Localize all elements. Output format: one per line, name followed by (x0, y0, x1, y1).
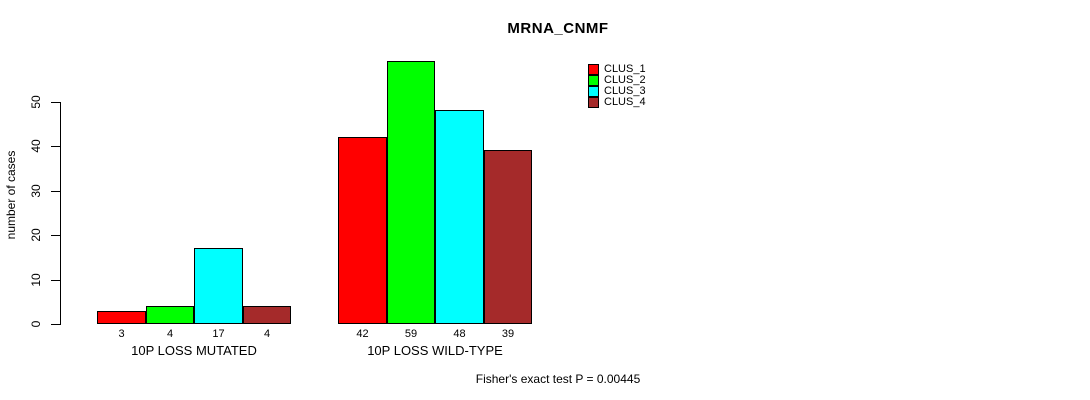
x-group-label-2: 10P LOSS WILD-TYPE (367, 343, 503, 358)
bar-clus_1-group1 (97, 311, 146, 324)
bar-clus_1-group2 (338, 137, 387, 324)
bar-value-label: 4 (263, 328, 271, 340)
y-tick-label-20: 20 (29, 228, 43, 242)
legend-item-clus_4: CLUS_4 (588, 97, 646, 108)
y-tick-label-40: 40 (29, 139, 43, 153)
legend-item-clus_1: CLUS_1 (588, 64, 646, 75)
chart-title: MRNA_CNMF (507, 20, 609, 37)
y-tick-label-10: 10 (29, 273, 43, 287)
y-tick-50 (51, 102, 61, 103)
legend-label: CLUS_3 (604, 85, 646, 97)
bar-value-label: 3 (118, 328, 125, 340)
bar-clus_4-group2 (484, 150, 532, 324)
legend-swatch-clus_4 (588, 97, 599, 108)
bar-clus_2-group1 (146, 306, 194, 324)
y-tick-label-50: 50 (29, 95, 43, 109)
legend-item-clus_2: CLUS_2 (588, 75, 646, 86)
y-tick-label-0: 0 (29, 320, 43, 328)
y-axis-line (60, 102, 61, 325)
fisher-test-annotation: Fisher's exact test P = 0.00445 (475, 372, 641, 386)
y-tick-30 (51, 191, 61, 192)
legend: CLUS_1 CLUS_2 CLUS_3 CLUS_4 (588, 64, 646, 108)
bar-clus_4-group1 (243, 306, 291, 324)
y-tick-40 (51, 146, 61, 147)
y-axis-label: number of cases (4, 150, 18, 240)
legend-label: CLUS_1 (604, 63, 646, 75)
y-tick-label-30: 30 (29, 184, 43, 198)
x-group-label-1: 10P LOSS MUTATED (131, 343, 257, 358)
bar-value-label: 4 (166, 328, 174, 340)
bar-value-label: 17 (212, 328, 225, 340)
bar-clus_3-group1 (194, 248, 243, 324)
bar-clus_2-group2 (387, 61, 435, 324)
y-tick-10 (51, 280, 61, 281)
legend-swatch-clus_2 (588, 75, 599, 86)
legend-label: CLUS_2 (604, 74, 646, 86)
bar-value-label: 42 (356, 328, 369, 340)
y-tick-0 (51, 324, 61, 325)
y-tick-20 (51, 235, 61, 236)
bar-value-label: 59 (404, 328, 418, 340)
legend-item-clus_3: CLUS_3 (588, 86, 646, 97)
legend-swatch-clus_1 (588, 64, 599, 75)
legend-swatch-clus_3 (588, 86, 599, 97)
bar-clus_3-group2 (435, 110, 484, 324)
legend-label: CLUS_4 (604, 96, 646, 108)
bar-value-label: 39 (501, 328, 515, 340)
bar-value-label: 48 (453, 328, 466, 340)
